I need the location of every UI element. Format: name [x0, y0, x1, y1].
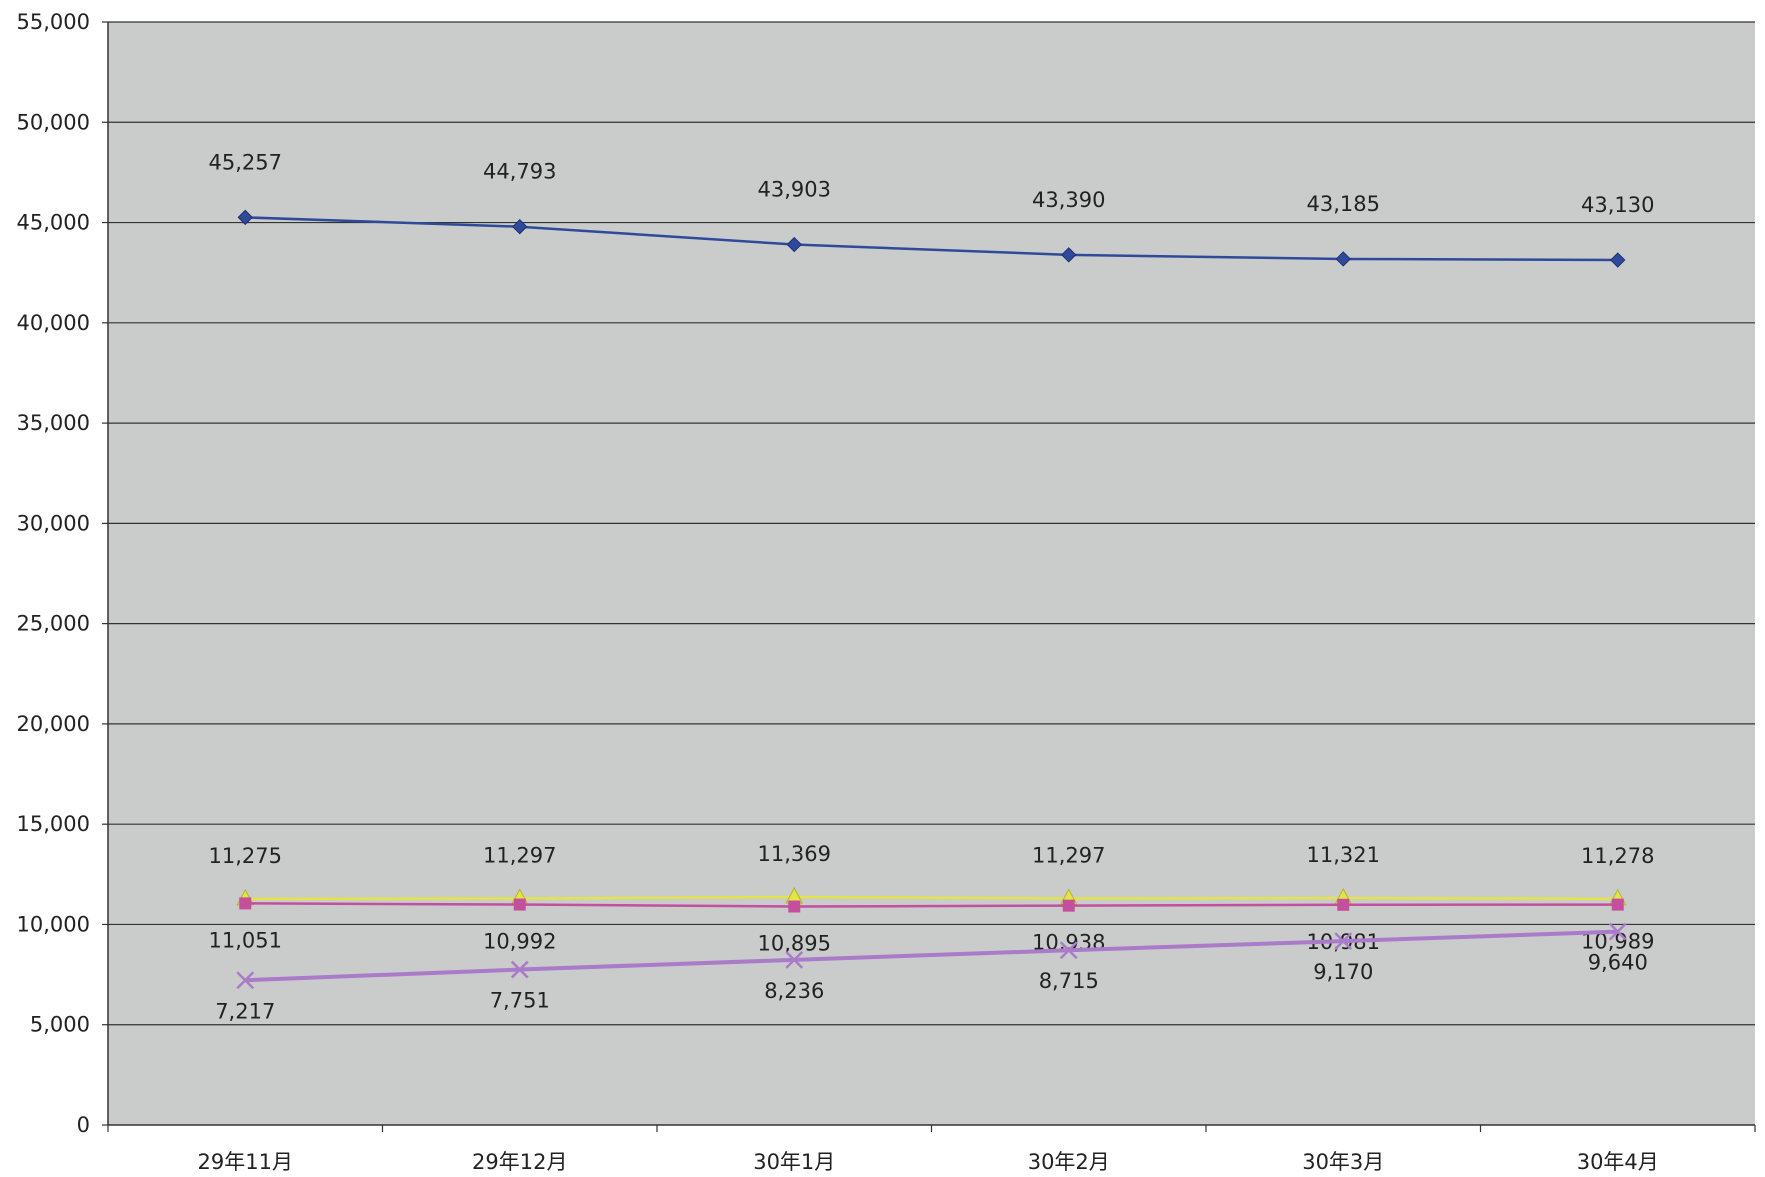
x-tick-label: 30年1月 — [753, 1150, 835, 1174]
y-tick-label: 20,000 — [17, 712, 90, 736]
series-3-point — [239, 897, 252, 910]
y-tick-label: 30,000 — [17, 511, 90, 535]
series-3-point — [1611, 898, 1624, 911]
series-1-point — [1335, 251, 1351, 267]
series-3-point — [1337, 898, 1350, 911]
series-4-point — [236, 971, 255, 990]
series-2-data-label: 11,297 — [483, 843, 556, 867]
series-3-data-label: 11,051 — [209, 928, 282, 952]
x-tick-label: 29年12月 — [472, 1150, 567, 1174]
series-1-data-label: 44,793 — [483, 160, 556, 184]
series-4-point — [1059, 941, 1078, 960]
series-3-data-label: 10,895 — [758, 932, 831, 956]
y-tick-label: 45,000 — [17, 211, 90, 235]
y-tick-label: 35,000 — [17, 411, 90, 435]
series-4-data-label: 7,751 — [490, 989, 550, 1013]
y-tick-label: 0 — [77, 1113, 90, 1137]
series-4-data-label: 7,217 — [215, 999, 275, 1023]
series-1-data-label: 43,903 — [758, 178, 831, 202]
series-1-point — [1610, 252, 1626, 268]
series-4-point — [1334, 932, 1353, 950]
series-1-data-label: 43,185 — [1307, 192, 1380, 216]
series-3-point — [1062, 899, 1075, 912]
series-1-data-label: 43,130 — [1581, 193, 1654, 217]
series-4-data-label: 9,170 — [1313, 960, 1373, 984]
series-4-data-label: 9,640 — [1588, 951, 1648, 975]
series-1-data-label: 43,390 — [1032, 188, 1105, 212]
x-tick-label: 30年3月 — [1302, 1150, 1384, 1174]
series-3-point — [788, 900, 801, 913]
series-4-data-label: 8,236 — [764, 979, 824, 1003]
y-tick-label: 10,000 — [17, 912, 90, 936]
series-2-data-label: 11,321 — [1307, 843, 1380, 867]
series-line-1 — [245, 216, 1618, 262]
series-2-data-label: 11,278 — [1581, 844, 1654, 868]
series-2-data-label: 11,275 — [209, 844, 282, 868]
y-tick-label: 40,000 — [17, 311, 90, 335]
series-1-point — [1061, 247, 1077, 263]
series-1-point — [512, 218, 528, 235]
series-line-3 — [245, 902, 1618, 908]
plot-area — [108, 22, 1755, 1125]
y-tick-label: 50,000 — [17, 110, 90, 134]
y-tick-label: 55,000 — [17, 10, 90, 34]
series-1-point — [237, 209, 253, 226]
x-tick-label: 30年4月 — [1577, 1150, 1659, 1174]
series-4-point — [1608, 922, 1627, 941]
series-1-point — [786, 236, 802, 253]
series-3-point — [513, 898, 526, 911]
series-2-data-label: 11,369 — [758, 842, 831, 866]
y-tick-label: 25,000 — [17, 612, 90, 636]
series-4-point — [510, 960, 529, 979]
series-line-4 — [245, 929, 1618, 983]
series-2-data-label: 11,297 — [1032, 843, 1105, 867]
series-1-data-label: 45,257 — [209, 150, 282, 174]
y-tick-label: 5,000 — [30, 1013, 90, 1037]
series-4-data-label: 8,715 — [1039, 969, 1099, 993]
y-tick-label: 15,000 — [17, 812, 90, 836]
series-4-point — [785, 950, 804, 969]
x-tick-label: 30年2月 — [1028, 1150, 1110, 1174]
x-tick-label: 29年11月 — [198, 1150, 293, 1174]
series-3-data-label: 10,992 — [483, 930, 556, 954]
series-line-2 — [245, 895, 1618, 901]
